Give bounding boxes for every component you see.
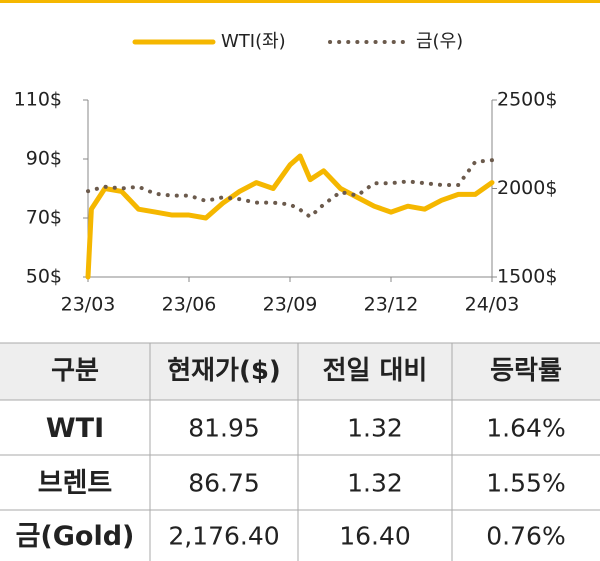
table-cell: 0.76%: [486, 522, 565, 551]
top-rule: [0, 0, 600, 3]
table-header: 전일 대비: [323, 356, 428, 386]
table-header-bg: [0, 343, 600, 400]
y2-tick-label: 2000$: [497, 177, 557, 199]
table-cell: 2,176.40: [168, 522, 279, 551]
table-header: 등락률: [490, 356, 562, 386]
x-tick-label: 24/03: [465, 294, 520, 316]
table-row-label: WTI: [46, 413, 104, 444]
y2-tick-label: 1500$: [497, 266, 557, 288]
legend-label: WTI(좌): [221, 31, 286, 52]
legend-label: 금(우): [416, 31, 463, 52]
table-cell: 1.55%: [486, 469, 565, 498]
table-cell: 1.32: [347, 469, 403, 498]
table-header: 구분: [51, 356, 99, 386]
y-tick-label: 90$: [26, 148, 62, 170]
table-cell: 16.40: [339, 522, 411, 551]
x-tick-label: 23/09: [263, 294, 318, 316]
table-row-label: 금(Gold): [16, 521, 135, 552]
y-tick-label: 110$: [14, 89, 62, 111]
y-tick-label: 50$: [26, 266, 62, 288]
x-tick-label: 23/03: [61, 294, 116, 316]
y2-tick-label: 2500$: [497, 89, 557, 111]
series-line: [85, 153, 495, 280]
table-cell: 81.95: [188, 414, 260, 443]
table-grid: [0, 342, 600, 561]
table-header: 현재가($): [167, 356, 281, 386]
y-tick-label: 70$: [26, 207, 62, 229]
table-cell: 1.64%: [486, 414, 565, 443]
x-tick-label: 23/06: [162, 294, 217, 316]
table-cell: 86.75: [188, 469, 260, 498]
table-row-label: 브렌트: [38, 468, 113, 499]
table-cell: 1.32: [347, 414, 403, 443]
x-tick-label: 23/12: [364, 294, 419, 316]
